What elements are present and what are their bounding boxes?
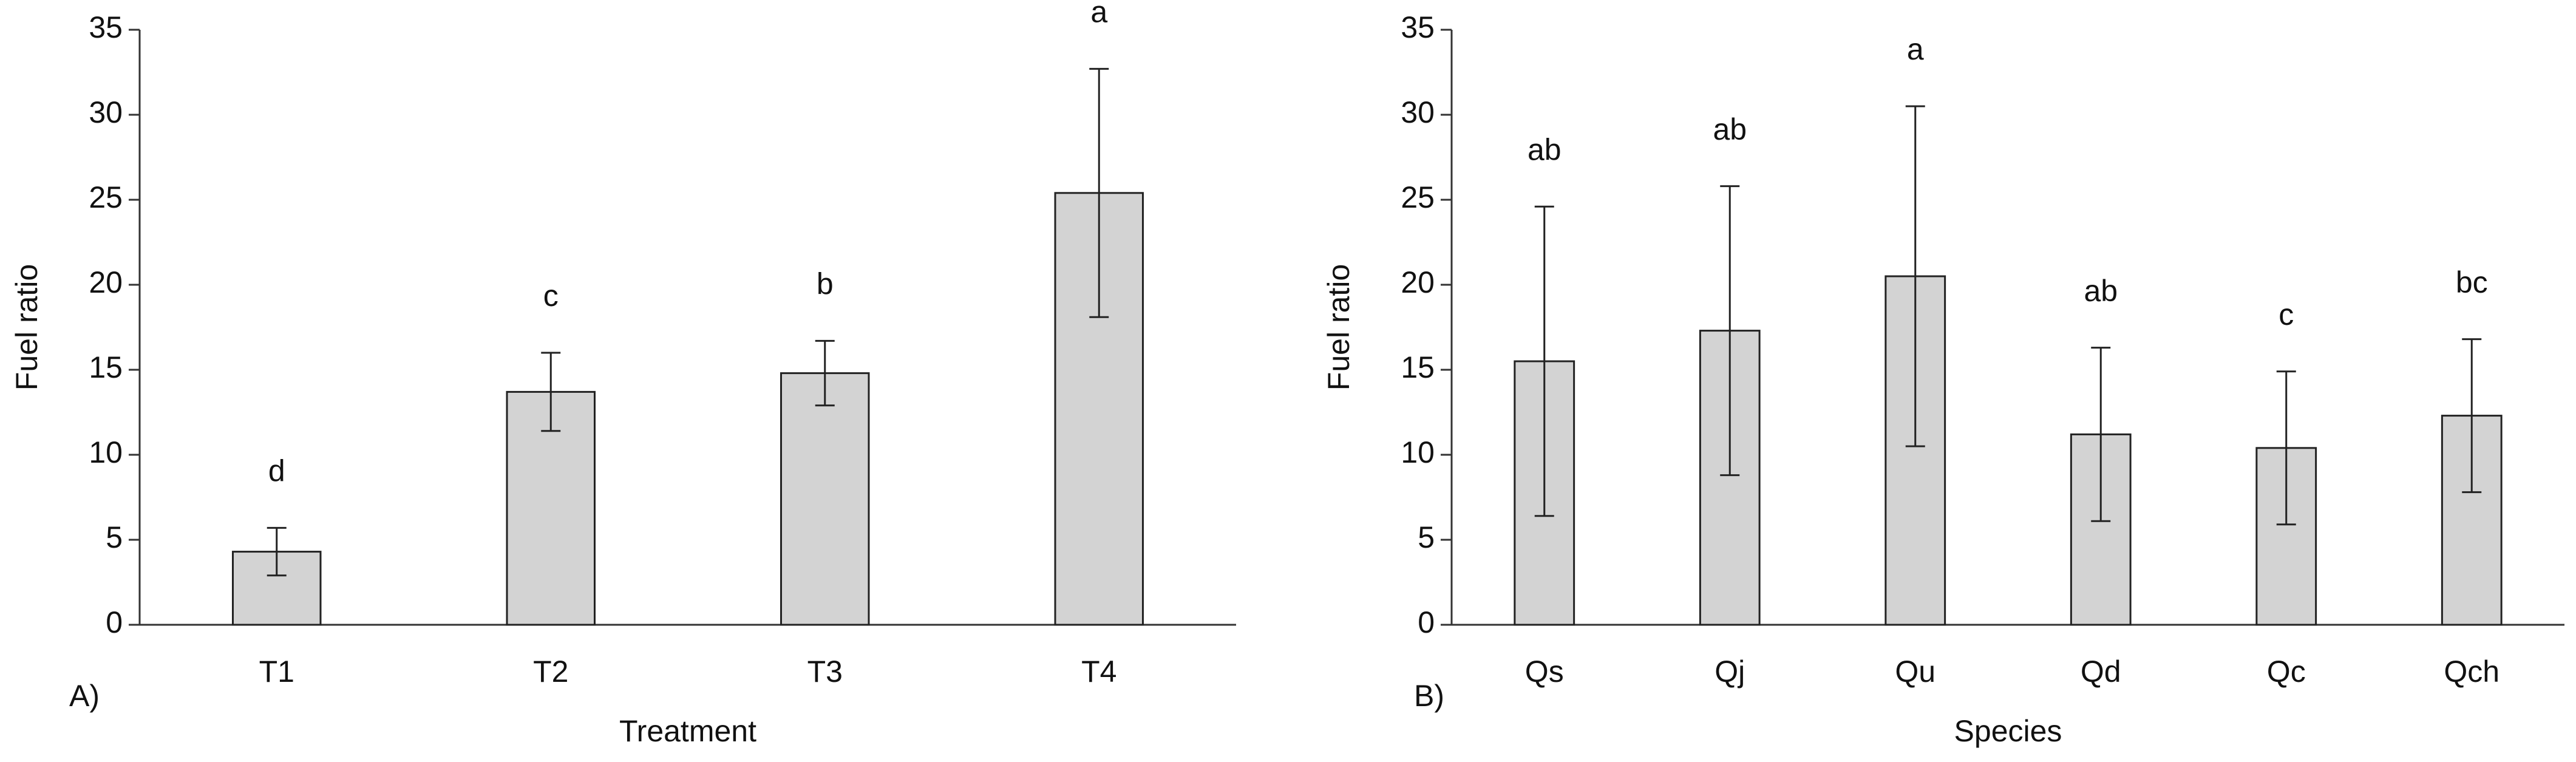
y-tick-label: 15	[89, 350, 123, 384]
y-tick-label: 25	[1401, 180, 1435, 214]
annotation: ab	[1528, 132, 1562, 166]
panel-label: B)	[1414, 679, 1444, 713]
y-tick-label: 15	[1401, 350, 1435, 384]
x-tick-label: T3	[807, 655, 843, 689]
y-tick-label: 0	[106, 605, 123, 639]
annotation: c	[2279, 298, 2294, 332]
y-tick-label: 30	[89, 95, 123, 129]
annotation: ab	[1713, 112, 1747, 146]
bar	[780, 372, 870, 626]
x-tick-label: Qs	[1525, 655, 1564, 689]
y-tick-label: 25	[89, 180, 123, 214]
x-tick-label: T4	[1081, 655, 1116, 689]
annotation: c	[543, 279, 559, 313]
x-axis-label: Treatment	[619, 714, 756, 748]
y-tick-label: 20	[1401, 265, 1435, 299]
x-tick-label: Qu	[1895, 655, 1935, 689]
y-tick-label: 35	[1401, 10, 1435, 44]
panel-label: A)	[69, 679, 100, 713]
annotation: a	[1090, 0, 1107, 29]
x-tick-label: T1	[259, 655, 294, 689]
y-tick-label: 30	[1401, 95, 1435, 129]
y-tick-label: 5	[106, 520, 123, 554]
y-axis-label: Fuel ratio	[1322, 264, 1356, 390]
x-tick-label: Qch	[2444, 655, 2500, 689]
annotation: d	[268, 454, 285, 488]
y-tick-label: 20	[89, 265, 123, 299]
y-tick-label: 35	[89, 10, 123, 44]
y-axis-label: Fuel ratio	[10, 264, 44, 390]
x-axis-label: Species	[1954, 714, 2062, 748]
x-tick-label: Qd	[2081, 655, 2121, 689]
y-tick-label: 5	[1418, 520, 1435, 554]
x-tick-label: T2	[533, 655, 568, 689]
annotation: b	[817, 267, 834, 301]
y-tick-label: 0	[1418, 605, 1435, 639]
annotation: bc	[2456, 265, 2488, 299]
y-tick-label: 10	[1401, 435, 1435, 469]
bar	[506, 390, 596, 626]
y-tick-label: 10	[89, 435, 123, 469]
x-tick-label: Qc	[2267, 655, 2306, 689]
annotation: ab	[2084, 274, 2118, 308]
x-tick-label: Qj	[1715, 655, 1745, 689]
annotation: a	[1907, 32, 1924, 66]
